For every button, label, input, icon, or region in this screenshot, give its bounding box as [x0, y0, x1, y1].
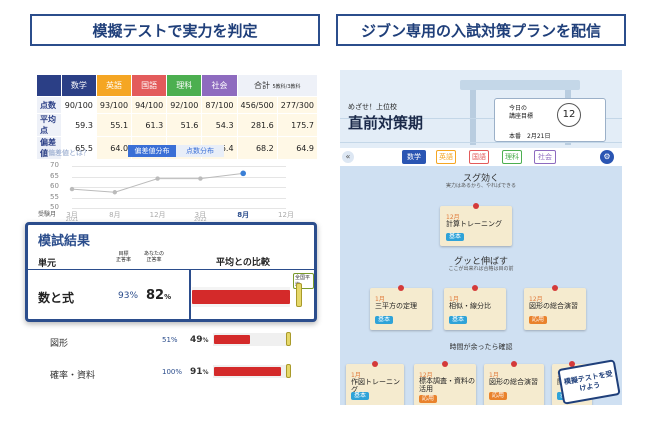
- chart-xtick-label: 12月: [278, 211, 294, 219]
- table-corner: [36, 74, 62, 97]
- col-social: 社会: [201, 74, 238, 97]
- col-compare: 平均との比較: [216, 258, 270, 268]
- chart-xtick-sublabel: 2021: [65, 217, 79, 223]
- chart-point: [69, 186, 75, 192]
- chart-ytick-label: 50: [50, 203, 59, 211]
- chart-gridline: [72, 176, 286, 178]
- row-score: 点数 90/100 93/100 94/100 92/100 87/100 45…: [36, 96, 318, 114]
- left-header-text: 模擬テストで実力を判定: [92, 21, 258, 40]
- highlight-avg-marker: [296, 283, 302, 307]
- section-growth-title: グッと伸ばす: [453, 257, 508, 267]
- row-geometry-target: 51%: [162, 336, 178, 344]
- result-header-row: 単元 目標 正答率 あなたの 正答率 平均との比較: [28, 251, 314, 269]
- lesson-card[interactable]: 12月 標本調査・資料の活用 応用: [414, 361, 476, 405]
- col-target: 目標 正答率: [116, 251, 132, 263]
- row-geometry-bar: [214, 335, 251, 344]
- chart-gridline: [72, 197, 286, 199]
- settings-gear-icon[interactable]: ⚙: [600, 150, 614, 164]
- tab-social[interactable]: 社会: [534, 150, 556, 164]
- highlight-target: 93%: [118, 291, 139, 301]
- left-header: 模擬テストで実力を判定: [30, 14, 320, 46]
- lesson-card[interactable]: 1月 図形の総合演習 応用: [484, 361, 544, 405]
- study-plan-screen: めざせ！上位校 直前対策期 今日の 講座目標 12 本番 2月21日 « 数学 …: [340, 70, 622, 405]
- col-yours: あなたの 正答率: [144, 251, 165, 263]
- chart-ytick-label: 55: [50, 192, 59, 201]
- col-total: 合計 5教科/3教科: [236, 74, 318, 97]
- highlight-label: 数と式: [38, 291, 75, 305]
- tab-score-distribution[interactable]: 点数分布: [176, 145, 224, 157]
- tab-english[interactable]: 英語: [436, 150, 456, 164]
- lesson-card[interactable]: 1月 相似・線分比 基本: [444, 285, 506, 330]
- col-japanese: 国語: [131, 74, 168, 97]
- col-science: 理科: [166, 74, 203, 97]
- exam-result-card: 模試結果 単元 目標 正答率 あなたの 正答率 平均との比較 数と式 93% 8…: [25, 222, 317, 322]
- chart-gridline: [72, 166, 286, 167]
- tab-math[interactable]: 数学: [402, 150, 426, 164]
- plan-heading-big: 直前対策期: [348, 114, 424, 132]
- row-probability-target: 100%: [162, 368, 183, 376]
- chart-ytick-label: 60: [50, 182, 59, 190]
- section-spare-time-title: 時間が余ったら確認: [449, 343, 513, 351]
- result-divider: [28, 269, 314, 270]
- chart-xtick-label: 3月: [194, 211, 207, 219]
- row-probability-yours: 91%: [190, 367, 209, 377]
- row-geometry-yours: 49%: [190, 335, 209, 345]
- chart-ylabel: 受験月: [38, 211, 57, 218]
- tab-deviation-distribution[interactable]: 偏差値分布: [128, 145, 176, 157]
- goal-label: 今日の 講座目標: [509, 105, 534, 120]
- row-probability-avg-marker: [286, 364, 291, 378]
- chart-ytick-label: 65: [50, 171, 59, 180]
- chart-gridline: [72, 187, 286, 188]
- deviation-chart: 70 65 60 55 50 3月 2021 8月 12月 3月 2022 8月 12月: [36, 161, 318, 223]
- chart-point: [155, 176, 160, 181]
- section-quick-sub: 実力はあるから、やればできる: [446, 183, 516, 189]
- chart-xtick-label: 8月: [109, 211, 121, 219]
- exam-date: 本番 2月21日: [509, 133, 551, 140]
- chart-ytick-label: 70: [50, 161, 59, 169]
- result-title: 模試結果: [38, 234, 91, 249]
- goal-count: 12: [557, 103, 581, 127]
- result-col-divider: [189, 269, 191, 319]
- lesson-card[interactable]: 1月 三平方の定理 基本: [370, 285, 432, 330]
- row-geometry-avg-marker: [286, 332, 291, 346]
- section-growth-sub: ここが出来れば合格は目の前: [448, 266, 514, 272]
- right-header: ジブン専用の入試対策プランを配信: [336, 14, 626, 46]
- chart-xtick-label: 8月: [237, 211, 250, 219]
- chart-line-svg: [69, 170, 246, 195]
- section-quick-title: スグ効く: [462, 174, 499, 184]
- row-average: 平均点 59.3 55.1 61.3 51.6 54.3 281.6 175.7: [36, 113, 318, 137]
- chart-xtick-label: 12月: [149, 211, 166, 219]
- lesson-card[interactable]: 12月 計算トレーニング 基本: [440, 203, 512, 246]
- highlight-yours: 82%: [146, 288, 172, 303]
- row-probability-label: 確率・資料: [50, 371, 96, 381]
- col-english: 英語: [95, 74, 133, 97]
- chart-series-line: [71, 172, 244, 193]
- tab-science[interactable]: 理科: [502, 150, 522, 164]
- chart-xtick-label: 3月: [66, 211, 78, 219]
- lesson-card[interactable]: 12月 図形の総合演習 応用: [524, 285, 586, 330]
- highlight-bar: [192, 290, 291, 304]
- deviation-help-link[interactable]: 偏差値とは？: [48, 149, 90, 157]
- chart-point: [240, 170, 246, 177]
- lesson-card[interactable]: 1月 作図トレーニング 基本: [346, 361, 404, 405]
- row-geometry-label: 図形: [50, 339, 69, 349]
- tab-japanese[interactable]: 国語: [469, 150, 489, 164]
- chart-point: [112, 190, 118, 195]
- prev-arrow-icon[interactable]: «: [342, 151, 354, 163]
- daily-goal-card: 今日の 講座目標 12 本番 2月21日: [494, 98, 606, 142]
- col-math: 数学: [60, 74, 97, 97]
- chart-xtick-sublabel: 2022: [194, 217, 207, 223]
- exam-result-screen: 数学 英語 国語 理科 社会 合計 5教科/3教科 点数 90/100 93/1…: [36, 70, 318, 405]
- col-unit: 単元: [38, 259, 57, 269]
- plan-heading-small: めざせ！上位校: [348, 103, 397, 111]
- chart-gridline: [72, 208, 286, 209]
- chart-point: [198, 176, 203, 181]
- right-header-text: ジブン専用の入試対策プランを配信: [360, 21, 601, 40]
- row-probability-bar: [214, 367, 282, 376]
